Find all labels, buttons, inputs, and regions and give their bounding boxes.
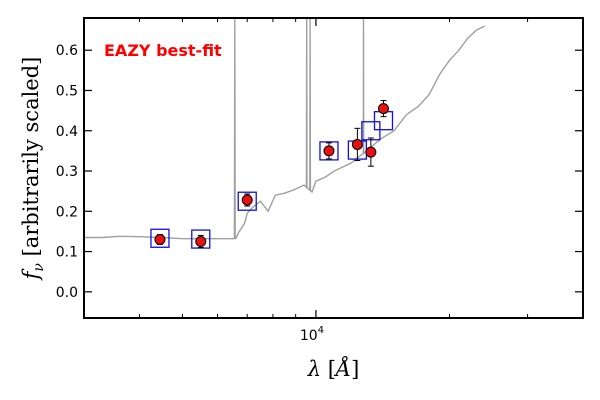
observed-point-1: [195, 234, 207, 249]
model-photometry-box-0: [150, 228, 170, 248]
model-photometry-box-2: [237, 191, 257, 211]
observed-point-0: [154, 233, 166, 245]
y-tick-label-1: 0.1: [56, 245, 78, 261]
y-tick-label-2: 0.2: [56, 204, 78, 220]
y-tick-label-0: 0.0: [56, 285, 78, 301]
observed-point-5: [365, 137, 377, 167]
y-axis-label: fν [arbitrarily scaled]: [19, 57, 47, 282]
observed-marker-2: [241, 194, 253, 206]
x-tick-label-0: 104: [300, 325, 324, 344]
observed-marker-3: [323, 145, 335, 157]
observed-marker-1: [195, 235, 207, 247]
model-spectrum-line: [84, 18, 485, 240]
model-photometry-box-3: [319, 141, 339, 161]
y-tick-label-4: 0.4: [56, 124, 78, 140]
observed-point-3: [323, 142, 335, 160]
annotation-label: EAZY best-fit: [104, 41, 222, 60]
plot-frame: [83, 17, 584, 319]
observed-marker-0: [154, 233, 166, 245]
x-axis-label: λ [Å]: [307, 356, 360, 381]
observed-marker-4: [351, 138, 363, 150]
observed-point-6: [377, 100, 389, 118]
model-photometry-box-1: [191, 229, 211, 249]
model-photometry-box-5: [361, 121, 381, 141]
plot-area: [84, 18, 485, 249]
y-tick-label-5: 0.5: [56, 83, 78, 99]
observed-point-4: [351, 127, 363, 162]
observed-marker-6: [377, 103, 389, 115]
axis-ticks: 0.0 0.1 0.2 0.3 0.4 0.5 0.6 104: [56, 18, 583, 344]
observed-point-2: [241, 193, 253, 207]
y-tick-label-3: 0.3: [56, 164, 78, 180]
observed-marker-5: [365, 146, 377, 158]
y-tick-label-6: 0.6: [56, 43, 78, 59]
